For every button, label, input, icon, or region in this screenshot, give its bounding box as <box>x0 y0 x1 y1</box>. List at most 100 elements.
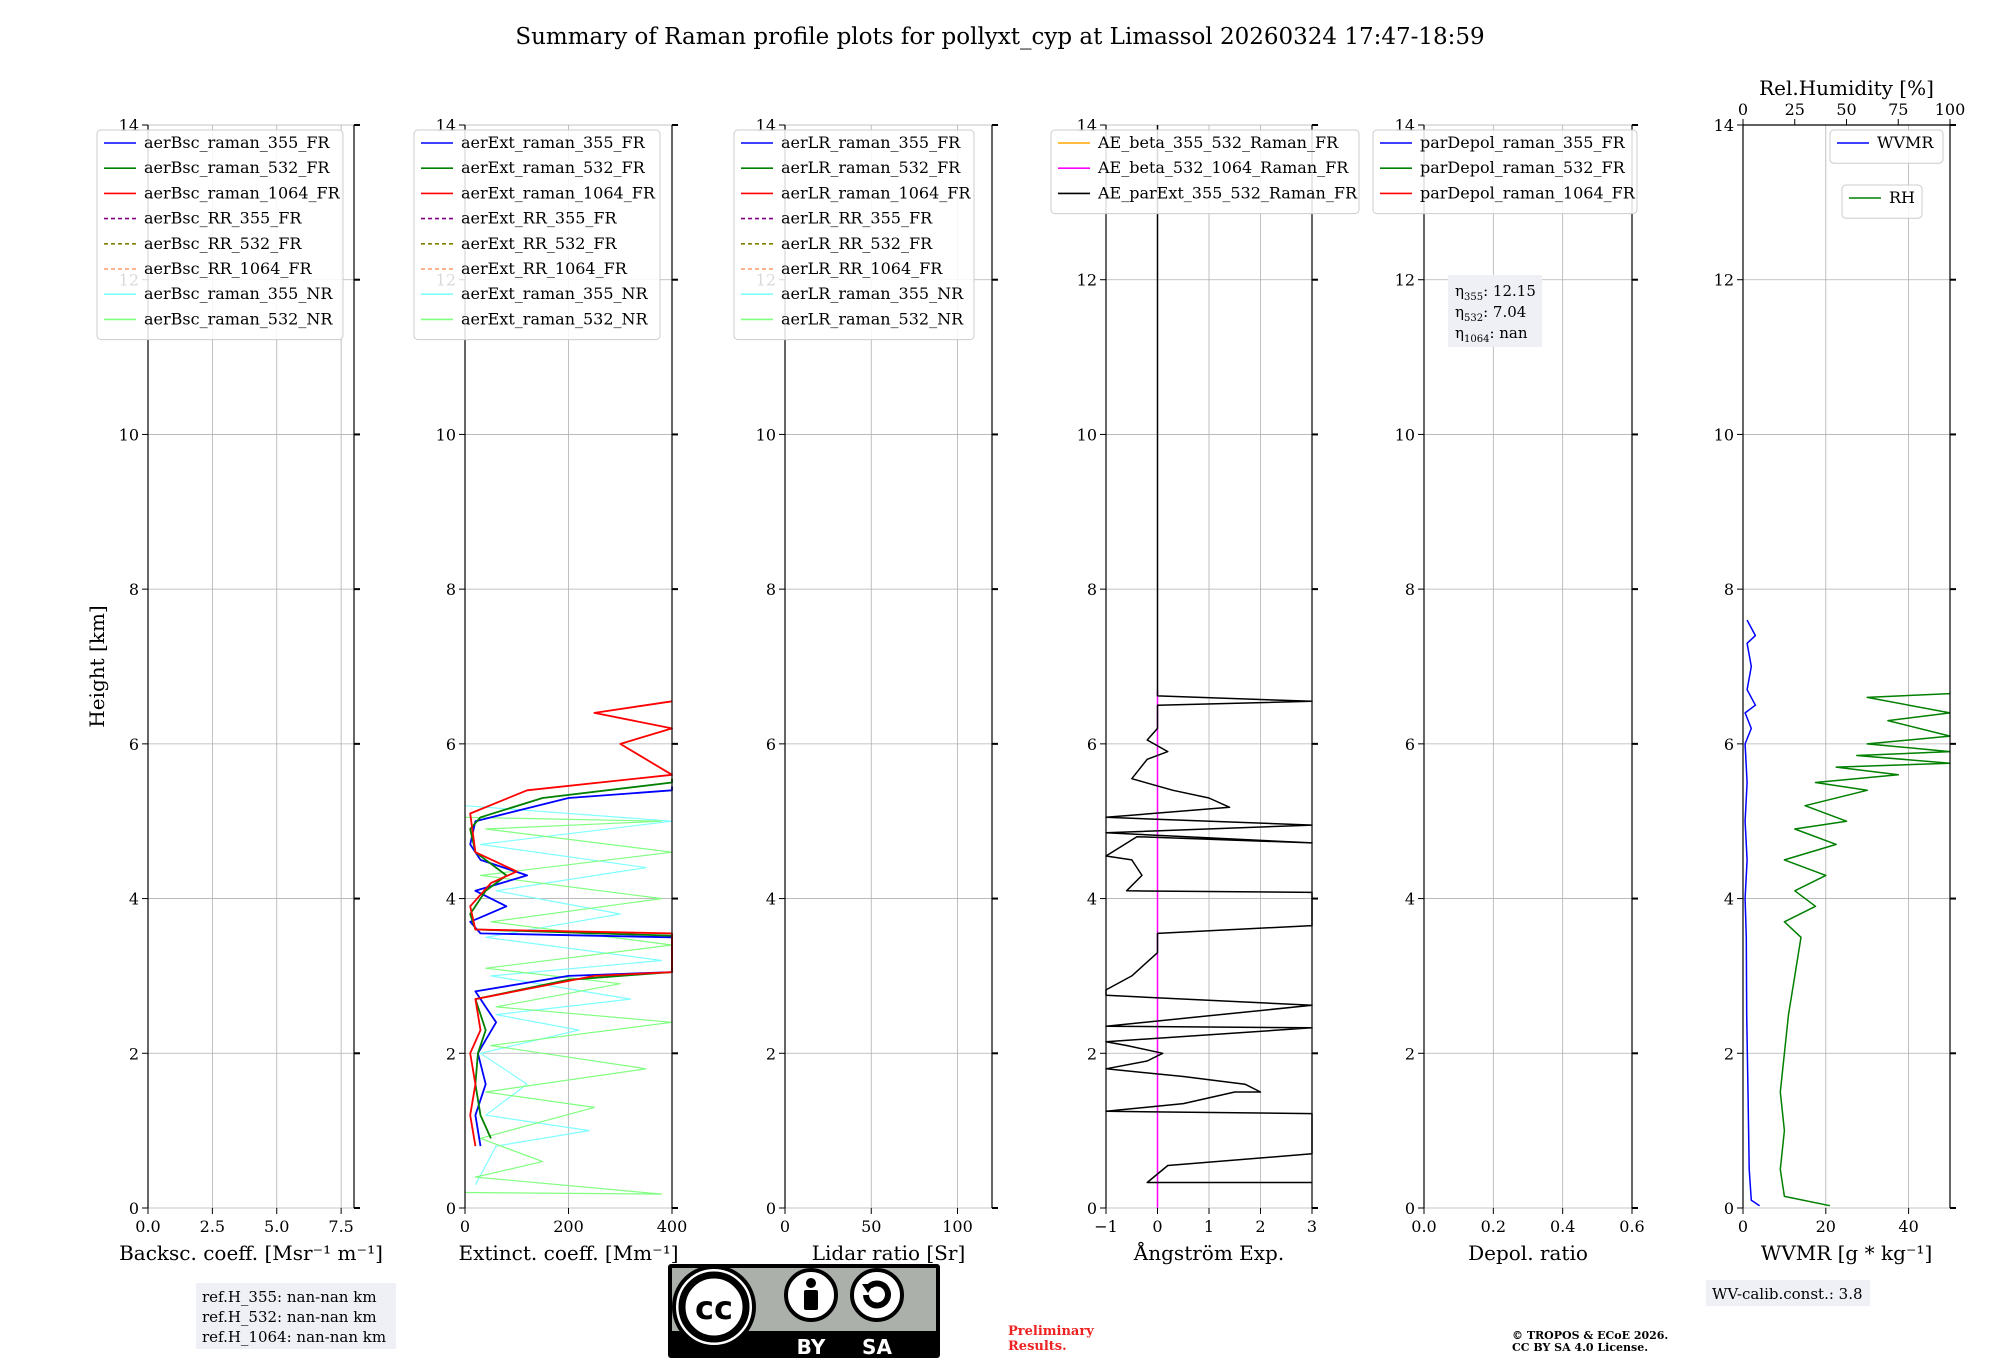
legend-wvmr <box>1829 129 1944 164</box>
y-tick-label: 10 <box>756 425 776 444</box>
x-tick-label: 100 <box>942 1217 973 1236</box>
x-tick-label: 20 <box>1816 1217 1836 1236</box>
y-tick-label: 8 <box>766 580 776 599</box>
x-tick-label: 0 <box>1152 1217 1162 1236</box>
y-tick-label: 8 <box>1405 580 1415 599</box>
legend-label: AE_beta_355_532_Raman_FR <box>1097 133 1339 152</box>
y-tick-label: 6 <box>766 735 776 754</box>
y-tick-label: 6 <box>1087 735 1097 754</box>
y-tick-label: 0 <box>1087 1199 1097 1218</box>
legend-label: aerLR_raman_532_FR <box>781 158 961 177</box>
top-x-tick-label: 0 <box>1738 100 1748 119</box>
x-tick-label: 0.0 <box>1411 1217 1436 1236</box>
y-tick-label: 4 <box>1087 890 1097 909</box>
x-tick-label: 0 <box>780 1217 790 1236</box>
y-tick-label: 6 <box>446 735 456 754</box>
y-axis-label: Height [km] <box>85 605 109 727</box>
panel-wv: 0 20 40 0 2 4 6 8 10 12 14 WVMR [g * kg⁻¹] 0 25 50 75 10… <box>1714 76 1966 1265</box>
x-tick-label: 50 <box>861 1217 881 1236</box>
legend-label: aerExt_raman_1064_FR <box>461 183 656 202</box>
eta-355: η355: 12.15 <box>1455 282 1536 303</box>
legend-label: parDepol_raman_1064_FR <box>1420 183 1636 202</box>
top-x-tick-label: 50 <box>1836 100 1856 119</box>
x-tick-label: 0.2 <box>1481 1217 1506 1236</box>
legend-label: aerExt_raman_532_NR <box>461 309 649 328</box>
y-tick-label: 6 <box>1724 735 1734 754</box>
series-WVMR <box>1744 619 1761 1207</box>
x-axis-label: Extinct. coeff. [Mm⁻¹] <box>458 1241 678 1265</box>
figure-title: Summary of Raman profile plots for polly… <box>515 24 1484 50</box>
series-AE_parExt_355_532_Raman_FR <box>1105 125 1313 1184</box>
copyright-line2: CC BY SA 4.0 License. <box>1512 1341 1648 1354</box>
y-tick-label: 0 <box>1405 1199 1415 1218</box>
sa-label: SA <box>862 1335 892 1359</box>
y-tick-label: 8 <box>446 580 456 599</box>
y-tick-label: 14 <box>1714 116 1734 135</box>
legend-label: aerBsc_raman_532_FR <box>144 158 330 177</box>
legend-bsc <box>96 129 344 341</box>
y-tick-label: 12 <box>1395 271 1415 290</box>
y-tick-label: 2 <box>1405 1044 1415 1063</box>
y-tick-label: 0 <box>1724 1199 1734 1218</box>
y-tick-label: 4 <box>129 890 139 909</box>
legend-label: aerLR_RR_1064_FR <box>781 259 943 278</box>
series-aerExt_raman_355_NR <box>464 805 673 1186</box>
legend-label: aerBsc_raman_532_NR <box>144 309 333 328</box>
x-axis-label: Depol. ratio <box>1468 1241 1588 1265</box>
legend-label: aerLR_RR_355_FR <box>781 209 933 228</box>
legend-ext <box>413 129 661 341</box>
y-tick-label: 10 <box>119 425 139 444</box>
preliminary-line1: Preliminary <box>1008 1324 1094 1339</box>
eta-box: η355: 12.15 η532: 7.04 η1064: nan <box>1448 275 1542 347</box>
x-tick-label: 0.6 <box>1619 1217 1644 1236</box>
legend-label: aerExt_raman_355_NR <box>461 284 649 303</box>
y-tick-label: 2 <box>1087 1044 1097 1063</box>
y-tick-label: 2 <box>1724 1044 1734 1063</box>
legend-label: aerLR_raman_355_FR <box>781 133 961 152</box>
series-aerExt_raman_532_FR <box>469 778 673 1139</box>
x-axis-label: Lidar ratio [Sr] <box>812 1241 966 1265</box>
refH-355: ref.H_355: nan-nan km <box>202 1288 377 1306</box>
legend-rh <box>1841 184 1923 219</box>
y-tick-label: 8 <box>1724 580 1734 599</box>
wv-calib-box: WV-calib.const.: 3.8 <box>1706 1280 1870 1306</box>
y-tick-label: 0 <box>766 1199 776 1218</box>
share-alike-icon <box>850 1268 904 1322</box>
y-tick-label: 12 <box>1714 271 1734 290</box>
svg-text:cc: cc <box>695 1289 733 1327</box>
y-tick-label: 4 <box>446 890 456 909</box>
legend-label: aerExt_raman_532_FR <box>461 158 646 177</box>
legend-ae <box>1050 129 1360 215</box>
eta-532: η532: 7.04 <box>1455 303 1526 324</box>
y-tick-label: 4 <box>766 890 776 909</box>
copyright-line1: © TROPOS & ECoE 2026. <box>1512 1329 1668 1342</box>
x-axis-label: WVMR [g * kg⁻¹] <box>1761 1241 1933 1265</box>
legend-label: aerBsc_RR_532_FR <box>144 234 302 253</box>
x-tick-label: 2 <box>1255 1217 1265 1236</box>
y-tick-label: 10 <box>1077 425 1097 444</box>
preliminary-line2: Results. <box>1008 1339 1067 1354</box>
series-RH <box>1779 692 1951 1207</box>
y-tick-label: 10 <box>1714 425 1734 444</box>
legend-label: aerExt_RR_355_FR <box>461 209 618 228</box>
legend-label: aerExt_RR_1064_FR <box>461 259 628 278</box>
y-tick-label: 2 <box>129 1044 139 1063</box>
legend-label: aerLR_raman_355_NR <box>781 284 964 303</box>
top-x-tick-label: 75 <box>1888 100 1908 119</box>
refH-532: ref.H_532: nan-nan km <box>202 1308 377 1326</box>
y-tick-label: 6 <box>1405 735 1415 754</box>
x-tick-label: 40 <box>1898 1217 1918 1236</box>
x-tick-label: 7.5 <box>328 1217 353 1236</box>
legend-label: parDepol_raman_532_FR <box>1420 158 1626 177</box>
legend-lr <box>733 129 975 341</box>
refH-1064: ref.H_1064: nan-nan km <box>202 1328 386 1346</box>
legend-label: AE_parExt_355_532_Raman_FR <box>1097 183 1358 202</box>
top-x-axis-label: Rel.Humidity [%] <box>1759 76 1934 100</box>
legend-label: aerBsc_raman_355_NR <box>144 284 333 303</box>
by-label: BY <box>797 1335 826 1359</box>
legend-label: aerLR_raman_1064_FR <box>781 183 971 202</box>
legend-depol <box>1372 129 1638 215</box>
